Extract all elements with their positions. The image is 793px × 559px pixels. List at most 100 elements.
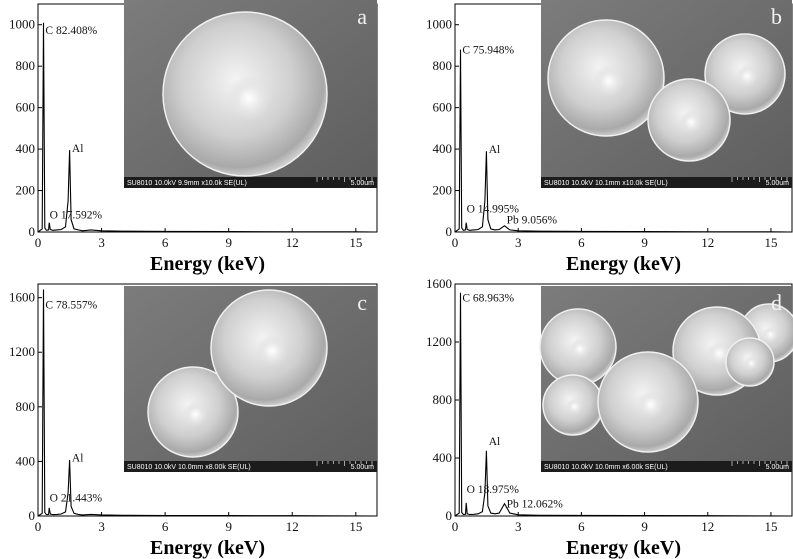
sphere-highlight: [762, 326, 779, 343]
peak-label: C 75.948%: [462, 45, 514, 57]
x-axis-title: Energy (keV): [566, 537, 681, 559]
x-tick-label: 15: [764, 235, 777, 250]
peak-label: O 14.995%: [467, 203, 520, 215]
sem-micrograph: SU8010 10.0kV 9.9mm x10.0k SE(UL) 5.00um: [124, 0, 377, 188]
y-tick-label: 0: [29, 508, 36, 523]
peak-label: O 17.592%: [50, 210, 103, 222]
y-tick-label: 1000: [426, 17, 452, 32]
x-tick-label: 6: [162, 519, 169, 534]
x-tick-label: 6: [578, 235, 585, 250]
y-tick-label: 400: [433, 450, 453, 465]
peak-label: Al: [72, 452, 84, 464]
x-tick-label: 12: [286, 235, 299, 250]
x-tick-label: 0: [35, 519, 42, 534]
sphere-highlight: [182, 401, 208, 427]
y-tick-label: 400: [433, 141, 453, 156]
x-tick-label: 0: [35, 235, 42, 250]
panel-letter: d: [771, 290, 782, 315]
panel-d: SU8010 10.0kV 10.0mm x6.00k SE(UL) 5.00um…: [426, 276, 793, 559]
y-tick-label: 400: [16, 141, 36, 156]
x-axis-title: Energy (keV): [150, 537, 265, 559]
x-tick-label: 3: [515, 519, 522, 534]
sem-micrograph: SU8010 10.0kV 10.1mm x10.0k SE(UL) 5.00um: [541, 0, 792, 188]
panel-letter: a: [357, 4, 367, 29]
y-tick-label: 0: [29, 224, 36, 239]
sem-caption-left: SU8010 10.0kV 10.0mm x6.00k SE(UL): [544, 464, 668, 471]
panel-letter: b: [771, 4, 782, 29]
spectrum-line: [37, 22, 378, 233]
sphere-highlight: [566, 398, 583, 415]
y-tick-label: 600: [433, 100, 453, 115]
spectrum-line: [454, 49, 793, 233]
x-tick-label: 9: [225, 235, 232, 250]
sem-caption-bar: [124, 461, 377, 472]
x-tick-label: 15: [764, 519, 777, 534]
y-tick-label: 400: [16, 453, 36, 468]
sem-caption-left: SU8010 10.0kV 9.9mm x10.0k SE(UL): [127, 180, 247, 187]
sem-caption-bar: [541, 177, 792, 188]
y-tick-label: 1600: [9, 290, 35, 305]
sem-caption-right: 5.00um: [766, 464, 790, 471]
peak-label: Al: [489, 436, 501, 448]
x-tick-label: 15: [349, 519, 362, 534]
sphere-highlight: [226, 75, 273, 122]
sphere-highlight: [735, 64, 759, 88]
peak-label: Pb 12.062%: [507, 498, 564, 510]
sem-caption-bar: [541, 461, 792, 472]
y-tick-label: 800: [433, 392, 453, 407]
peak-label: Al: [489, 144, 501, 156]
sphere-highlight: [706, 340, 732, 366]
y-tick-label: 800: [16, 399, 36, 414]
x-tick-label: 0: [452, 519, 459, 534]
x-tick-label: 12: [701, 235, 714, 250]
spectrum-line: [454, 292, 793, 517]
x-tick-label: 3: [98, 235, 105, 250]
sem-micrograph: SU8010 10.0kV 10.0mm x6.00k SE(UL) 5.00um: [539, 286, 793, 472]
x-tick-label: 12: [701, 519, 714, 534]
sem-caption-left: SU8010 10.0kV 10.1mm x10.0k SE(UL): [544, 180, 668, 187]
peak-label: O 18.975%: [467, 484, 520, 496]
sem-micrograph: SU8010 10.0kV 10.0mm x8.00k SE(UL) 5.00um: [124, 286, 377, 472]
sem-caption-bar: [124, 177, 377, 188]
sem-caption-right: 5.00um: [766, 180, 790, 187]
sem-caption-left: SU8010 10.0kV 10.0mm x8.00k SE(UL): [127, 464, 251, 471]
x-tick-label: 9: [225, 519, 232, 534]
y-tick-label: 1000: [9, 17, 35, 32]
y-tick-label: 1200: [426, 334, 452, 349]
panel-b: SU8010 10.0kV 10.1mm x10.0k SE(UL) 5.00um…: [426, 0, 793, 275]
sphere-highlight: [569, 338, 591, 360]
peak-label: Pb 9.056%: [507, 215, 558, 227]
y-tick-label: 800: [433, 58, 453, 73]
x-tick-label: 0: [452, 235, 459, 250]
y-tick-label: 600: [16, 100, 36, 115]
y-tick-label: 1600: [426, 276, 452, 291]
y-tick-label: 200: [16, 183, 36, 198]
spectrum-line: [37, 289, 378, 517]
y-tick-label: 0: [446, 224, 453, 239]
x-axis-title: Energy (keV): [150, 253, 265, 275]
peak-label: C 68.963%: [462, 292, 514, 304]
x-tick-label: 3: [515, 235, 522, 250]
sphere-highlight: [744, 356, 758, 370]
sphere-highlight: [679, 110, 703, 134]
x-tick-label: 3: [98, 519, 105, 534]
peak-label: C 78.557%: [45, 300, 97, 312]
peak-label: Al: [72, 143, 84, 155]
x-tick-label: 6: [162, 235, 169, 250]
x-tick-label: 15: [349, 235, 362, 250]
panel-a: SU8010 10.0kV 9.9mm x10.0k SE(UL) 5.00um a…: [9, 0, 378, 275]
sem-caption-right: 5.00um: [351, 180, 375, 187]
x-tick-label: 9: [641, 519, 648, 534]
peak-label: O 21.443%: [50, 493, 103, 505]
sphere-highlight: [592, 64, 626, 98]
sem-caption-right: 5.00um: [351, 464, 375, 471]
x-tick-label: 9: [641, 235, 648, 250]
y-tick-label: 200: [433, 183, 453, 198]
y-tick-label: 1200: [9, 344, 35, 359]
sphere-highlight: [636, 390, 665, 419]
y-tick-label: 0: [446, 508, 453, 523]
x-tick-label: 6: [578, 519, 585, 534]
x-axis-title: Energy (keV): [566, 253, 681, 275]
y-tick-label: 800: [16, 58, 36, 73]
